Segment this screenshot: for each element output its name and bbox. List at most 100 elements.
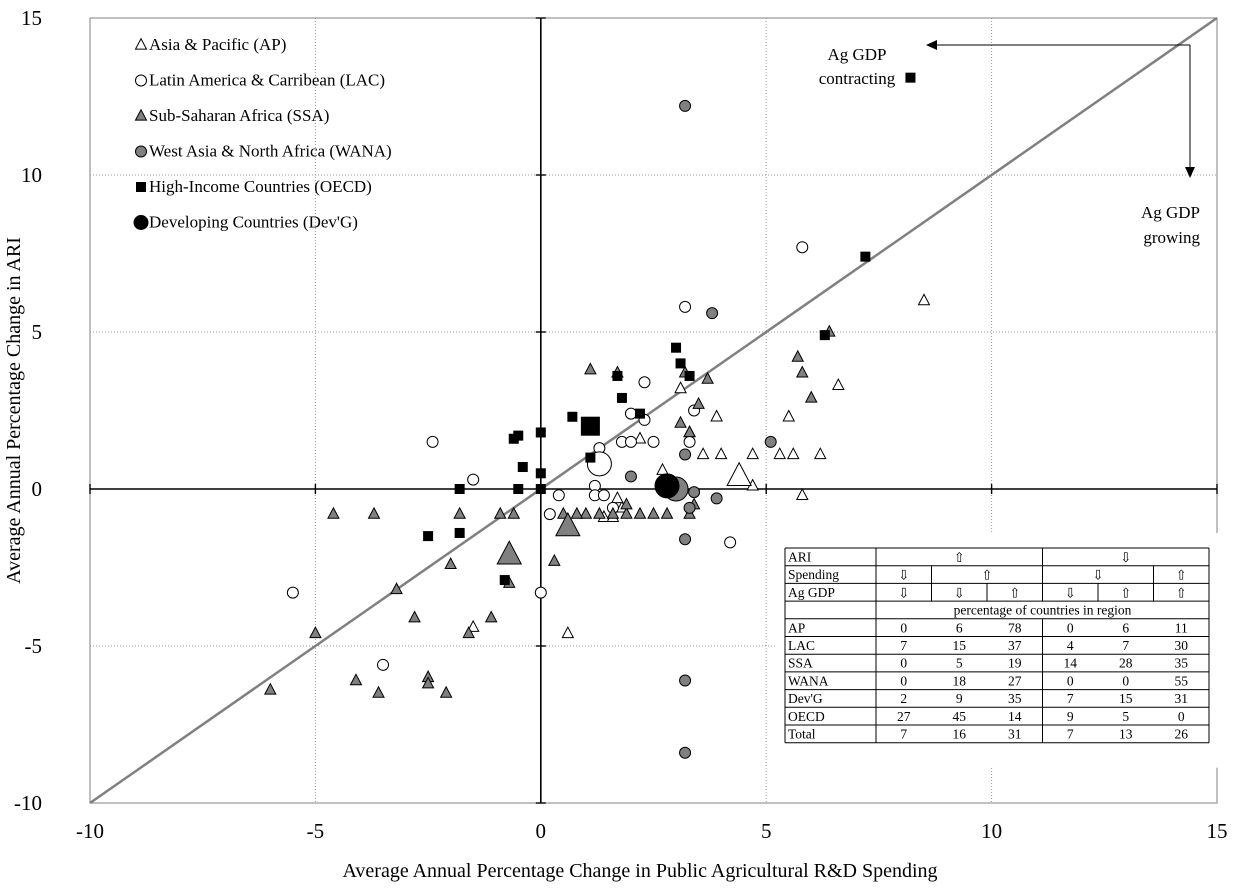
table-cell: 7 — [900, 638, 907, 653]
annotation-contracting-line2: contracting — [819, 69, 896, 88]
table-arrow-cell: ⇧ — [981, 568, 992, 583]
table-cell: 0 — [1067, 673, 1074, 688]
legend-marker — [133, 215, 149, 230]
table-cell: 4 — [1067, 638, 1074, 653]
data-point — [624, 435, 637, 448]
table-arrow-cell: ⇧ — [954, 550, 965, 565]
data-point — [454, 527, 465, 538]
data-point — [579, 506, 593, 519]
data-point — [543, 508, 556, 521]
x-tick-label: -5 — [307, 819, 325, 843]
data-point — [309, 626, 322, 639]
table-cell: 28 — [1119, 656, 1133, 671]
data-point — [813, 447, 827, 460]
data-point — [692, 396, 705, 409]
data-point — [804, 390, 818, 403]
data-point — [535, 468, 546, 479]
table-cell: 14 — [1064, 656, 1078, 671]
table-cell: 0 — [1122, 673, 1129, 688]
table-cell: 11 — [1175, 620, 1188, 635]
y-tick-label: 10 — [21, 163, 42, 187]
table-cell: 15 — [1119, 691, 1133, 706]
data-point — [263, 682, 277, 695]
table-cell: 13 — [1119, 727, 1133, 742]
table-row-label: WANA — [788, 673, 829, 688]
data-point — [795, 487, 809, 500]
table-cell: 35 — [1008, 691, 1022, 706]
data-point — [819, 330, 830, 341]
x-axis-title: Average Annual Percentage Change in Publ… — [342, 860, 937, 882]
table-row-label: ARI — [788, 550, 812, 565]
table-cell: 45 — [953, 709, 967, 724]
arrow-left-head — [926, 40, 937, 50]
data-point — [547, 553, 561, 566]
data-point — [688, 486, 701, 499]
region-average-point — [496, 540, 523, 565]
data-point — [796, 241, 809, 254]
legend-label: High-Income Countries (OECD) — [149, 177, 372, 196]
table-cell: 7 — [900, 727, 907, 742]
data-point — [620, 506, 633, 519]
data-point — [647, 435, 660, 448]
data-point — [552, 489, 565, 502]
data-point — [831, 378, 845, 391]
legend-marker — [134, 108, 148, 121]
table-arrow-cell: ⇩ — [1092, 568, 1103, 583]
data-point — [746, 447, 760, 460]
table-subheader: percentage of countries in region — [954, 603, 1132, 618]
table-arrow-cell: ⇩ — [1120, 550, 1131, 565]
data-point — [535, 427, 546, 438]
series-4 — [423, 72, 916, 586]
data-point — [421, 676, 435, 689]
legend-marker — [135, 145, 147, 158]
table-cell: 9 — [1067, 709, 1074, 724]
table-row-label: AP — [788, 620, 805, 635]
data-point — [454, 484, 465, 494]
table-row-label: LAC — [788, 638, 815, 653]
table-cell: 27 — [897, 709, 911, 724]
data-point — [786, 447, 800, 460]
legend-marker — [134, 37, 148, 50]
data-point — [679, 448, 692, 461]
y-tick-label: 0 — [32, 477, 43, 501]
data-point — [706, 307, 719, 320]
legend-label: Latin America & Carribean (LAC) — [149, 71, 385, 90]
table-cell: 7 — [1067, 691, 1074, 706]
table-cell: 37 — [1008, 638, 1022, 653]
data-point — [584, 362, 597, 375]
data-point — [612, 370, 623, 381]
data-point — [439, 685, 453, 698]
data-point — [633, 431, 647, 444]
data-point — [466, 619, 480, 632]
data-point — [390, 582, 403, 595]
table-cell: 31 — [1008, 727, 1022, 742]
data-point — [561, 626, 575, 639]
data-point — [679, 533, 692, 546]
arrow-down-head — [1185, 167, 1195, 178]
annotation-growing-line2: growing — [1143, 228, 1200, 247]
data-point — [647, 506, 660, 519]
data-point — [679, 300, 692, 313]
data-point — [773, 447, 787, 460]
series-1 — [286, 241, 809, 671]
table-background — [775, 533, 1229, 768]
series-2 — [263, 324, 836, 698]
legend-label: Developing Countries (Dev'G) — [149, 213, 358, 232]
table-cell: 14 — [1008, 709, 1022, 724]
table-cell: 0 — [900, 620, 907, 635]
table-row-label: Spending — [788, 567, 839, 582]
table-cell: 5 — [1122, 709, 1129, 724]
table-cell: 31 — [1175, 691, 1189, 706]
data-point — [513, 484, 524, 494]
data-point — [426, 435, 439, 448]
table-cell: 7 — [1122, 638, 1129, 653]
data-point — [517, 462, 528, 473]
table-cell: 19 — [1008, 656, 1022, 671]
data-point — [701, 371, 714, 384]
x-tick-label: 5 — [761, 819, 772, 843]
data-point — [917, 293, 931, 306]
data-point — [675, 358, 686, 369]
x-tick-label: 10 — [981, 819, 1002, 843]
data-point — [638, 376, 651, 389]
x-tick-label: 15 — [1207, 819, 1228, 843]
